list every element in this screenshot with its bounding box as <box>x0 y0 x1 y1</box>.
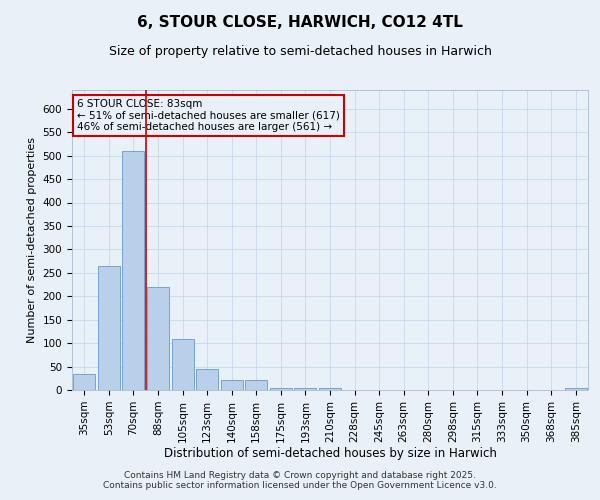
Bar <box>122 151 145 390</box>
X-axis label: Distribution of semi-detached houses by size in Harwich: Distribution of semi-detached houses by … <box>164 448 496 460</box>
Bar <box>98 266 120 390</box>
Bar <box>73 374 95 390</box>
Bar <box>245 380 268 390</box>
Bar <box>172 340 194 390</box>
Y-axis label: Number of semi-detached properties: Number of semi-detached properties <box>27 137 37 343</box>
Bar <box>270 388 292 390</box>
Bar <box>147 287 169 390</box>
Bar <box>196 369 218 390</box>
Bar <box>295 388 316 390</box>
Text: Size of property relative to semi-detached houses in Harwich: Size of property relative to semi-detach… <box>109 45 491 58</box>
Bar <box>221 380 243 390</box>
Text: 6, STOUR CLOSE, HARWICH, CO12 4TL: 6, STOUR CLOSE, HARWICH, CO12 4TL <box>137 15 463 30</box>
Bar <box>565 388 587 390</box>
Text: 6 STOUR CLOSE: 83sqm
← 51% of semi-detached houses are smaller (617)
46% of semi: 6 STOUR CLOSE: 83sqm ← 51% of semi-detac… <box>77 99 340 132</box>
Text: Contains HM Land Registry data © Crown copyright and database right 2025.
Contai: Contains HM Land Registry data © Crown c… <box>103 470 497 490</box>
Bar <box>319 388 341 390</box>
